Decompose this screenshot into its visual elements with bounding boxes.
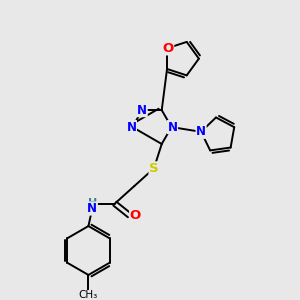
Text: N: N (196, 125, 206, 138)
Text: O: O (130, 209, 141, 222)
Text: CH₃: CH₃ (79, 290, 98, 300)
Text: N: N (137, 103, 147, 117)
Text: N: N (126, 121, 136, 134)
Text: N: N (87, 202, 97, 215)
Text: O: O (162, 42, 174, 55)
Text: H: H (88, 198, 97, 208)
Text: S: S (149, 162, 159, 175)
Text: N: N (167, 121, 178, 134)
